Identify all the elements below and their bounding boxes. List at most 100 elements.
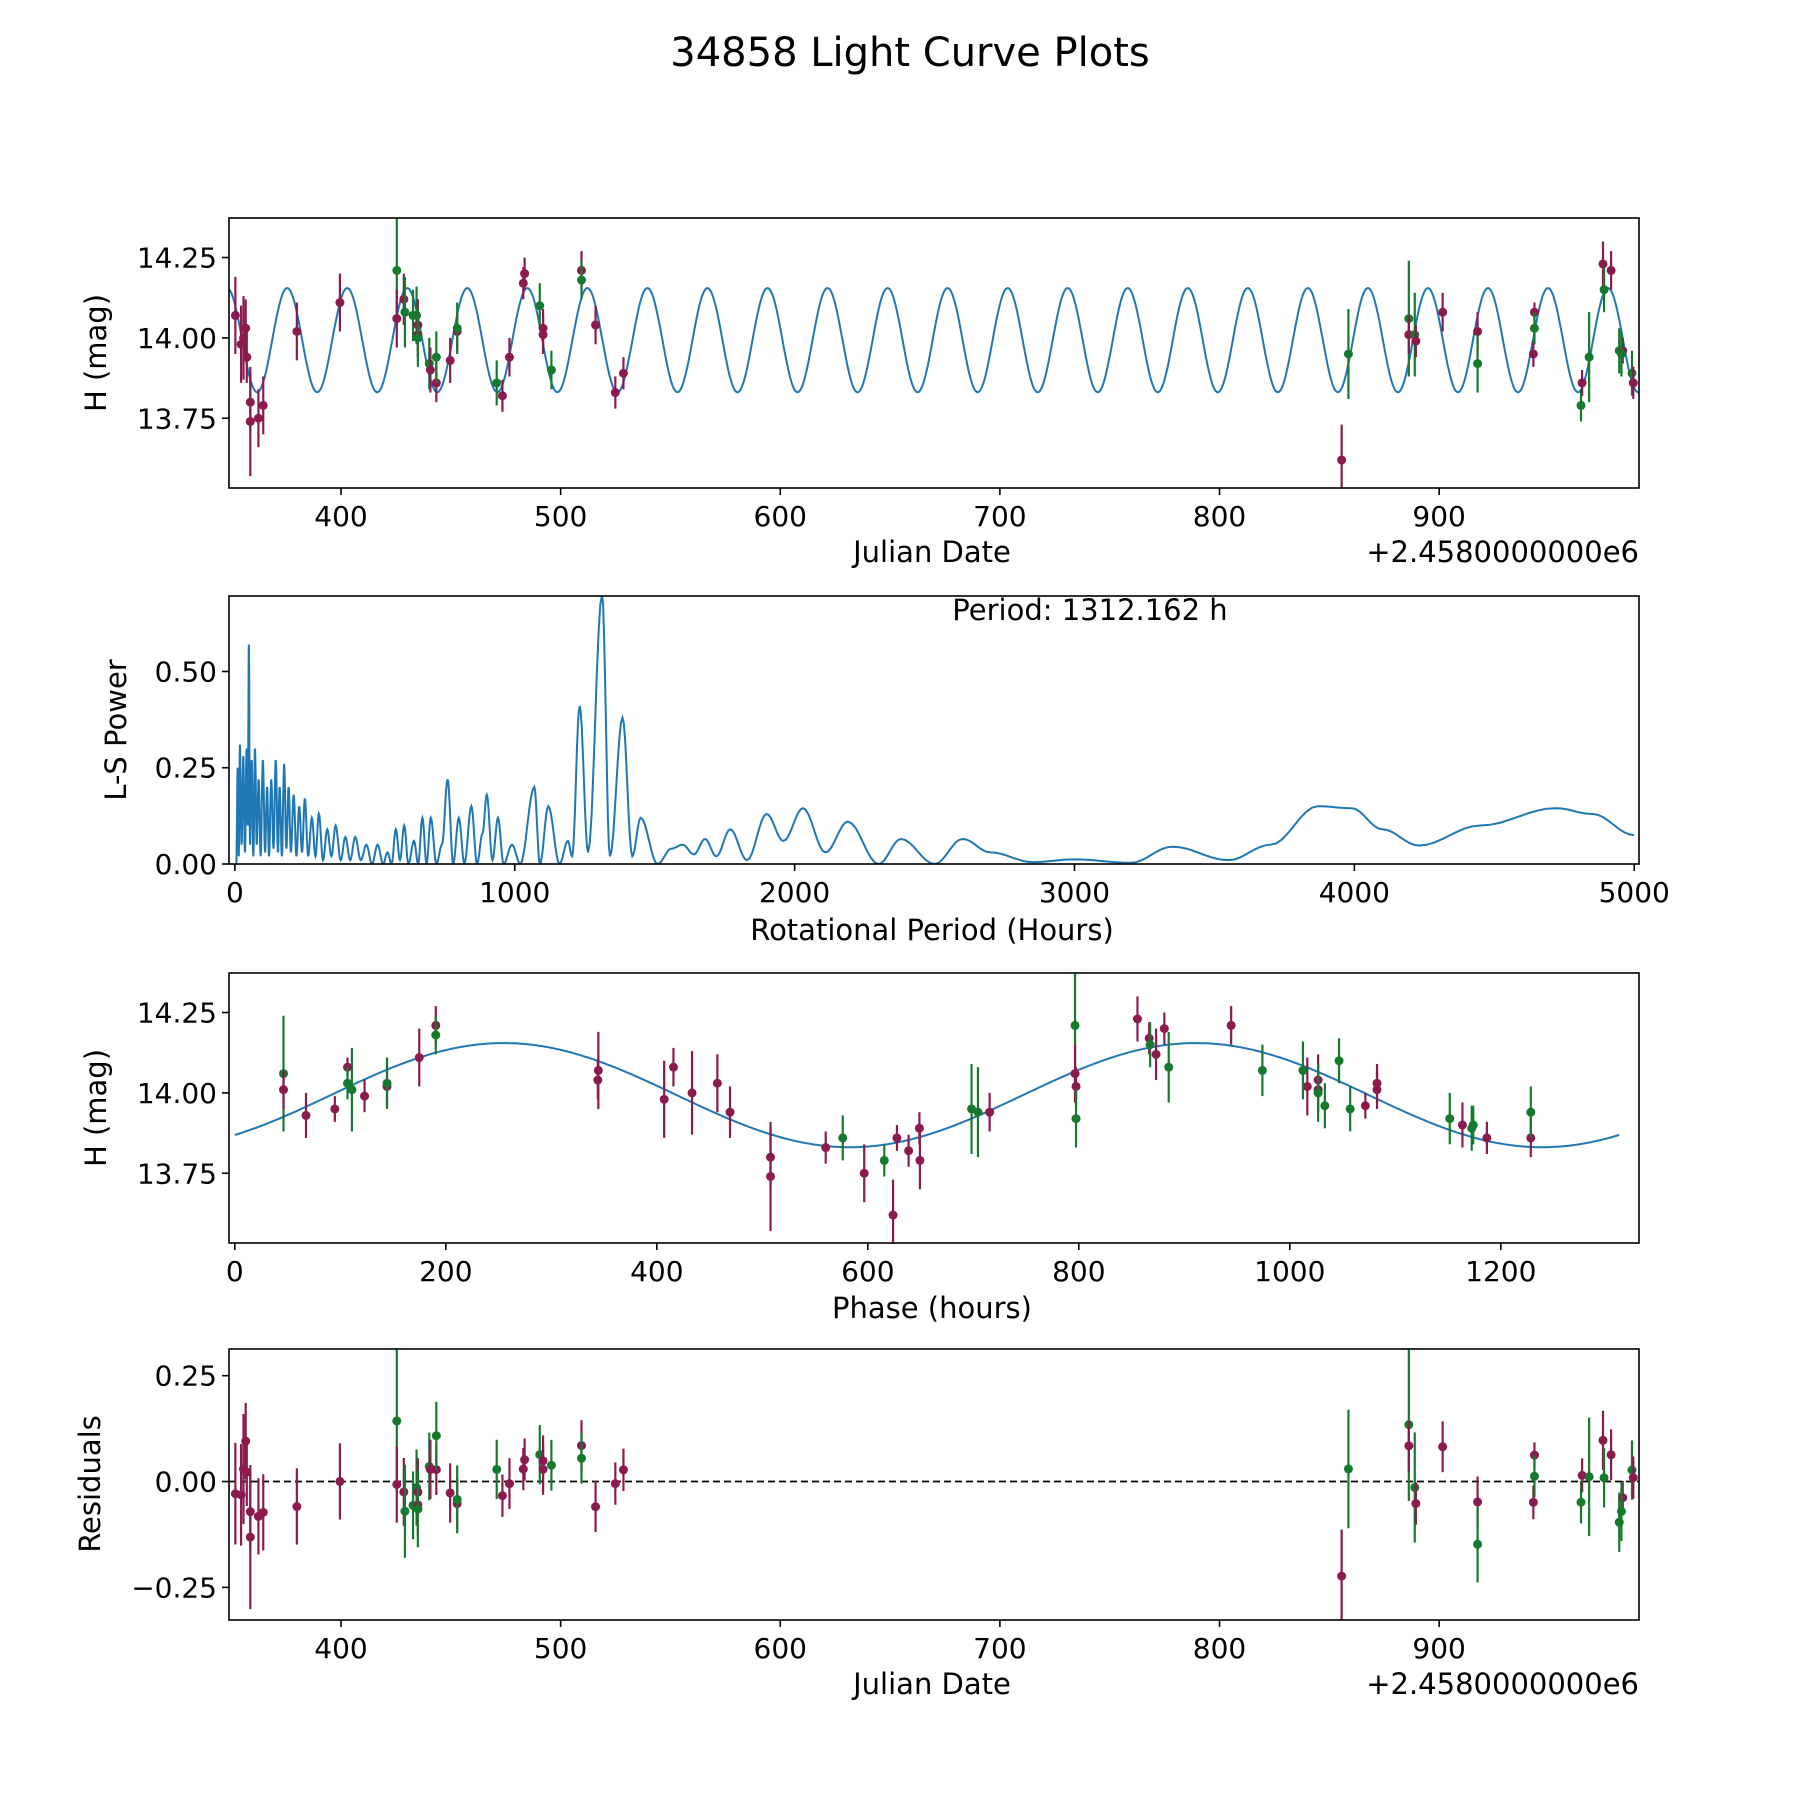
data-point xyxy=(610,1479,620,1489)
data-point xyxy=(242,352,252,362)
data-point xyxy=(400,307,410,317)
x-tick-label: 500 xyxy=(534,1632,587,1665)
data-point xyxy=(492,1464,502,1474)
y-tick-label: 0.50 xyxy=(155,655,217,688)
plot-area xyxy=(229,218,1639,488)
data-point xyxy=(915,1155,925,1165)
data-point xyxy=(520,1455,530,1465)
data-point xyxy=(879,1155,889,1165)
data-point xyxy=(1577,1470,1587,1480)
data-point xyxy=(360,1091,370,1101)
data-point xyxy=(546,1460,556,1470)
data-point xyxy=(821,1143,831,1153)
data-point xyxy=(335,298,345,308)
plot-area xyxy=(229,1349,1639,1620)
axes-frame xyxy=(228,972,1640,1244)
x-offset-text: +2.4580000000e6 xyxy=(1366,535,1639,569)
data-point xyxy=(258,400,268,410)
y-tick-label: 0.00 xyxy=(155,1466,217,1499)
x-axis-label: Rotational Period (Hours) xyxy=(750,913,1114,947)
data-point xyxy=(659,1094,669,1104)
data-point xyxy=(687,1088,697,1098)
x-tick-label: 600 xyxy=(841,1255,894,1288)
data-point xyxy=(1226,1020,1236,1030)
x-tick-label: 4000 xyxy=(1319,876,1390,909)
x-tick-label: 0 xyxy=(226,876,244,909)
data-point xyxy=(504,352,514,362)
data-point xyxy=(1337,1571,1347,1581)
x-tick-label: 600 xyxy=(754,1632,807,1665)
data-point xyxy=(504,1479,514,1489)
period-annotation: Period: 1312.162 h xyxy=(952,593,1227,627)
data-point xyxy=(838,1133,848,1143)
periodogram-panel: Rotational Period (Hours) L-S Power Peri… xyxy=(99,593,1670,947)
data-point xyxy=(577,1453,586,1463)
data-point xyxy=(342,1078,352,1088)
y-axis-label: H (mag) xyxy=(79,294,113,412)
data-point xyxy=(985,1107,995,1117)
x-tick-label: 800 xyxy=(1193,500,1246,533)
data-point xyxy=(431,1030,441,1040)
data-point xyxy=(292,1502,302,1512)
x-tick-label: 700 xyxy=(973,500,1026,533)
data-point xyxy=(258,1507,268,1517)
data-point xyxy=(279,1085,289,1095)
x-tick-label: 1000 xyxy=(479,876,550,909)
data-point xyxy=(1457,1120,1467,1130)
figure-title: 34858 Light Curve Plots xyxy=(670,30,1149,76)
axes-frame xyxy=(228,1348,1640,1621)
y-tick-label: −0.25 xyxy=(131,1571,217,1604)
data-point xyxy=(292,326,302,336)
data-point xyxy=(452,323,462,333)
x-tick-label: 600 xyxy=(754,500,807,533)
data-point xyxy=(425,365,435,375)
data-point xyxy=(1627,1465,1637,1475)
data-point xyxy=(888,1210,898,1220)
data-point xyxy=(1576,1497,1586,1507)
data-point xyxy=(1627,368,1637,378)
data-point xyxy=(618,1465,628,1475)
data-point xyxy=(1599,1473,1609,1483)
data-point xyxy=(1618,1493,1628,1503)
x-tick-label: 800 xyxy=(1052,1255,1105,1288)
data-point xyxy=(668,1062,678,1072)
data-point xyxy=(712,1078,722,1088)
data-point xyxy=(431,352,441,362)
x-tick-label: 400 xyxy=(630,1255,683,1288)
data-point xyxy=(1473,326,1483,336)
y-tick-label: 13.75 xyxy=(137,402,217,435)
data-point xyxy=(1576,400,1586,410)
data-point xyxy=(914,1123,924,1133)
y-tick-label: 0.25 xyxy=(155,1360,217,1393)
model-curve xyxy=(229,287,1639,394)
data-point xyxy=(593,1075,603,1085)
data-point xyxy=(610,388,620,398)
data-point xyxy=(1482,1133,1492,1143)
x-tick-label: 1200 xyxy=(1465,1255,1536,1288)
data-point xyxy=(1473,1497,1483,1507)
model-curve xyxy=(234,1042,1620,1149)
x-axis-label: Julian Date xyxy=(851,535,1011,569)
data-point xyxy=(538,330,548,340)
data-point xyxy=(1438,307,1448,317)
x-tick-label: 2000 xyxy=(759,876,830,909)
data-point xyxy=(497,391,507,401)
data-point xyxy=(335,1476,345,1486)
residuals-panel: Julian Date +2.4580000000e6 Residuals 40… xyxy=(73,1348,1640,1701)
data-point xyxy=(330,1104,340,1114)
y-axis-label: H (mag) xyxy=(79,1049,113,1167)
data-point xyxy=(414,1053,424,1063)
data-point xyxy=(1616,1506,1626,1516)
data-point xyxy=(1071,1081,1081,1091)
x-tick-label: 900 xyxy=(1412,1632,1465,1665)
data-point xyxy=(1467,1123,1477,1133)
data-point xyxy=(1360,1101,1370,1111)
data-point xyxy=(1159,1024,1169,1034)
data-point xyxy=(725,1107,735,1117)
data-point xyxy=(445,355,455,365)
data-point xyxy=(518,278,528,288)
data-point xyxy=(1598,259,1608,269)
data-point xyxy=(1343,349,1353,359)
data-point xyxy=(577,275,586,285)
data-point xyxy=(242,1467,252,1477)
